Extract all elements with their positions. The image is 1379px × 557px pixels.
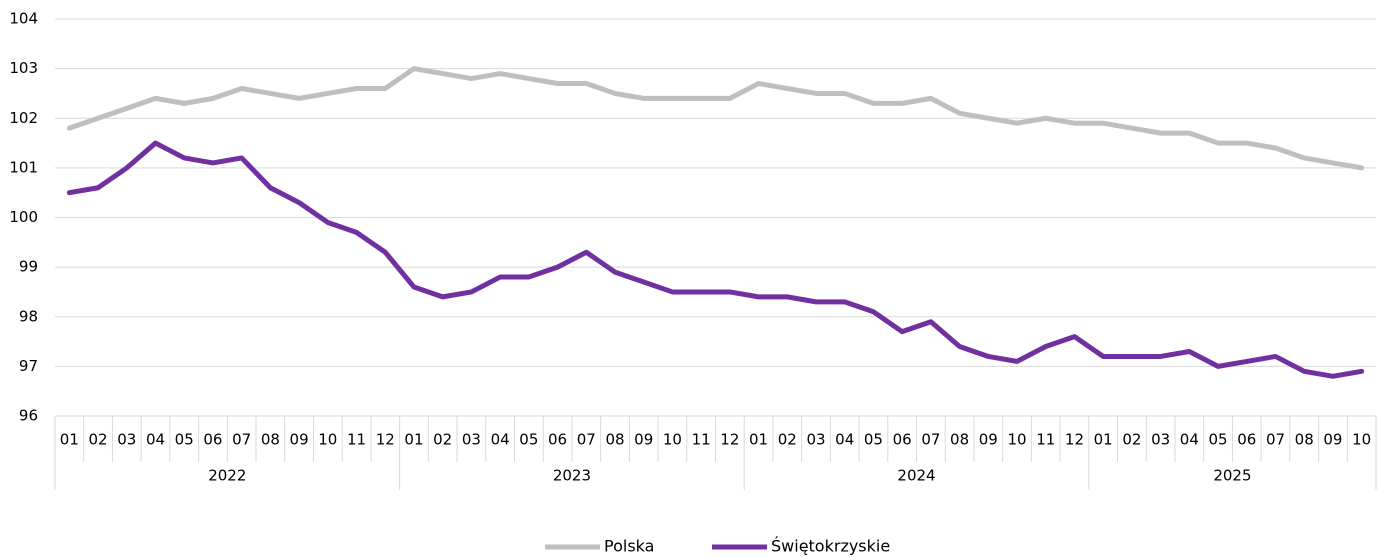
x-tick-label: 10: [318, 431, 337, 449]
x-tick-label: 05: [519, 431, 538, 449]
y-tick-label: 103: [9, 59, 38, 77]
x-tick-label: 04: [1180, 431, 1199, 449]
series-line: [66, 66, 1365, 171]
x-tick-label: 01: [1094, 431, 1113, 449]
year-label: 2024: [897, 467, 935, 485]
x-tick-label: 09: [634, 431, 653, 449]
x-tick-label: 11: [692, 431, 711, 449]
x-tick-label: 04: [491, 431, 510, 449]
y-tick-label: 100: [9, 208, 38, 226]
x-tick-label: 01: [404, 431, 423, 449]
x-tick-label: 12: [376, 431, 395, 449]
x-tick-label: 08: [605, 431, 624, 449]
y-tick-label: 99: [19, 258, 38, 276]
x-tick-label: 08: [1295, 431, 1314, 449]
x-tick-label: 01: [749, 431, 768, 449]
legend-label: Polska: [604, 537, 654, 556]
x-tick-label: 05: [1209, 431, 1228, 449]
series-line: [66, 140, 1365, 379]
x-tick-label: 12: [1065, 431, 1084, 449]
x-tick-label: 09: [290, 431, 309, 449]
x-tick-label: 07: [232, 431, 251, 449]
x-tick-label: 07: [921, 431, 940, 449]
x-tick-label: 09: [1323, 431, 1342, 449]
x-tick-label: 06: [1237, 431, 1256, 449]
x-tick-label: 10: [1352, 431, 1371, 449]
x-tick-label: 06: [203, 431, 222, 449]
x-tick-label: 12: [720, 431, 739, 449]
year-label: 2023: [553, 467, 591, 485]
x-tick-label: 03: [462, 431, 481, 449]
y-tick-label: 104: [9, 10, 38, 28]
x-tick-label: 07: [577, 431, 596, 449]
x-tick-label: 02: [1122, 431, 1141, 449]
y-tick-label: 101: [9, 158, 38, 176]
x-tick-label: 03: [806, 431, 825, 449]
x-tick-label: 06: [548, 431, 567, 449]
x-tick-label: 05: [864, 431, 883, 449]
x-tick-label: 02: [89, 431, 108, 449]
x-tick-label: 04: [835, 431, 854, 449]
y-tick-label: 96: [19, 407, 38, 425]
x-tick-label: 01: [60, 431, 79, 449]
x-tick-label: 11: [347, 431, 366, 449]
x-tick-label: 10: [1007, 431, 1026, 449]
year-label: 2025: [1213, 467, 1251, 485]
x-tick-label: 09: [979, 431, 998, 449]
x-tick-label: 08: [950, 431, 969, 449]
x-tick-label: 02: [433, 431, 452, 449]
x-tick-label: 10: [663, 431, 682, 449]
x-tick-label: 03: [1151, 431, 1170, 449]
x-tick-label: 05: [175, 431, 194, 449]
x-tick-label: 04: [146, 431, 165, 449]
y-tick-label: 102: [9, 109, 38, 127]
x-tick-label: 07: [1266, 431, 1285, 449]
x-tick-label: 11: [1036, 431, 1055, 449]
x-tick-label: 08: [261, 431, 280, 449]
x-tick-label: 02: [778, 431, 797, 449]
x-tick-label: 06: [893, 431, 912, 449]
y-tick-label: 97: [19, 357, 38, 375]
x-tick-label: 03: [117, 431, 136, 449]
year-label: 2022: [208, 467, 246, 485]
legend-label: Świętokrzyskie: [771, 537, 890, 556]
y-tick-label: 98: [19, 307, 38, 325]
